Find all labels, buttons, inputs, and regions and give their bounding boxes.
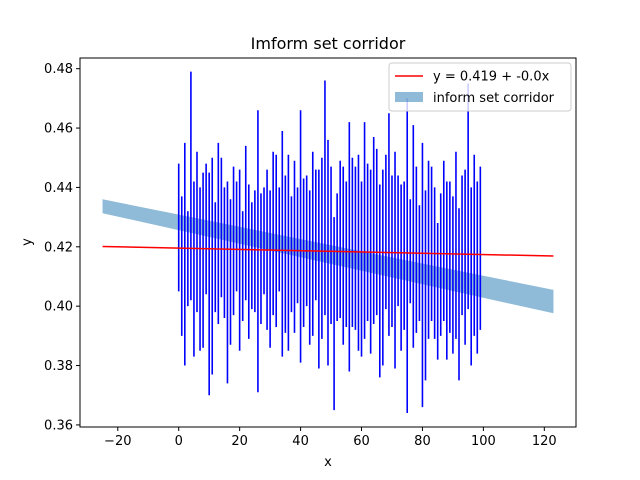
x-tick-label: 120 xyxy=(532,434,557,449)
y-tick-label: 0.48 xyxy=(44,62,73,77)
plot-frame xyxy=(79,57,577,428)
legend-line-label: y = 0.419 + -0.0x xyxy=(433,70,550,85)
x-tick-label: 60 xyxy=(353,434,370,449)
legend-box xyxy=(388,62,572,112)
y-tick-label: 0.40 xyxy=(44,300,73,315)
y-tick-label: 0.42 xyxy=(44,240,73,255)
legend-corridor-label: inform set corridor xyxy=(433,91,555,106)
x-tick-label: 80 xyxy=(414,434,431,449)
y-axis-label: y xyxy=(20,238,35,246)
legend-corridor-swatch xyxy=(395,92,423,102)
y-tick-label: 0.44 xyxy=(44,181,73,196)
y-tick-label: 0.38 xyxy=(44,359,73,374)
x-tick-label: 40 xyxy=(292,434,309,449)
y-tick-label: 0.36 xyxy=(44,418,73,433)
y-tick-label: 0.46 xyxy=(44,122,73,137)
regression-line-layer xyxy=(102,245,554,257)
x-tick-label: 20 xyxy=(231,434,248,449)
chart-title: Imform set corridor xyxy=(251,34,406,53)
x-tick-label: 0 xyxy=(175,434,183,449)
interval-layer xyxy=(177,71,482,414)
x-tick-label: 100 xyxy=(471,434,496,449)
legend: y = 0.419 + -0.0x inform set corridor xyxy=(388,62,572,112)
regression-line xyxy=(102,245,554,257)
x-axis-label: x xyxy=(324,455,332,470)
y-axis-ticks: 0.36 0.38 0.40 0.42 0.44 0.46 0.48 xyxy=(44,62,80,433)
x-tick-label: −20 xyxy=(104,434,131,449)
x-axis-ticks: −20 0 20 40 60 80 100 120 xyxy=(104,427,557,449)
